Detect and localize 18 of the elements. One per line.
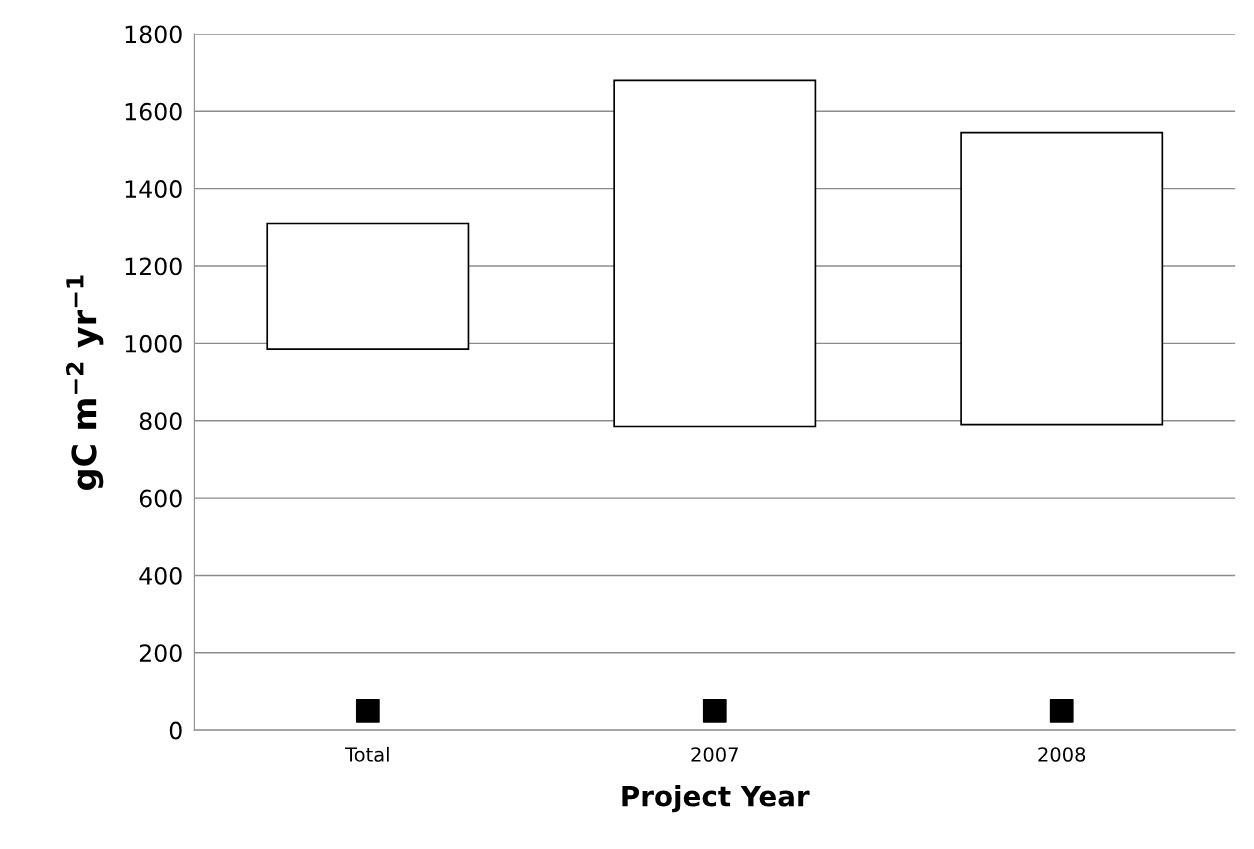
- y-tick-label: 0: [169, 721, 182, 740]
- y-tick-label: 1400: [125, 180, 182, 198]
- bar: [266, 222, 470, 351]
- y-tick-label: 600: [139, 489, 182, 508]
- x-tick-label: Total: [345, 746, 389, 762]
- y-tick-label: 400: [139, 566, 182, 585]
- bar: [960, 131, 1164, 426]
- y-tick-label: 1600: [125, 102, 182, 121]
- bar: [613, 79, 817, 428]
- x-axis-title: Project Year: [622, 785, 810, 813]
- y-tick-label: 1800: [125, 25, 182, 44]
- y-tick-label: 1000: [125, 334, 182, 353]
- y-tick-label: 1200: [125, 257, 182, 276]
- x-tick-label: 2007: [691, 747, 738, 762]
- x-tick-label: 2008: [1038, 747, 1086, 762]
- y-tick-label: 800: [139, 412, 182, 431]
- y-tick-label: 200: [139, 644, 182, 663]
- y-axis-title: gC m$^{−2}$ yr$^{−1}$: [66, 275, 104, 490]
